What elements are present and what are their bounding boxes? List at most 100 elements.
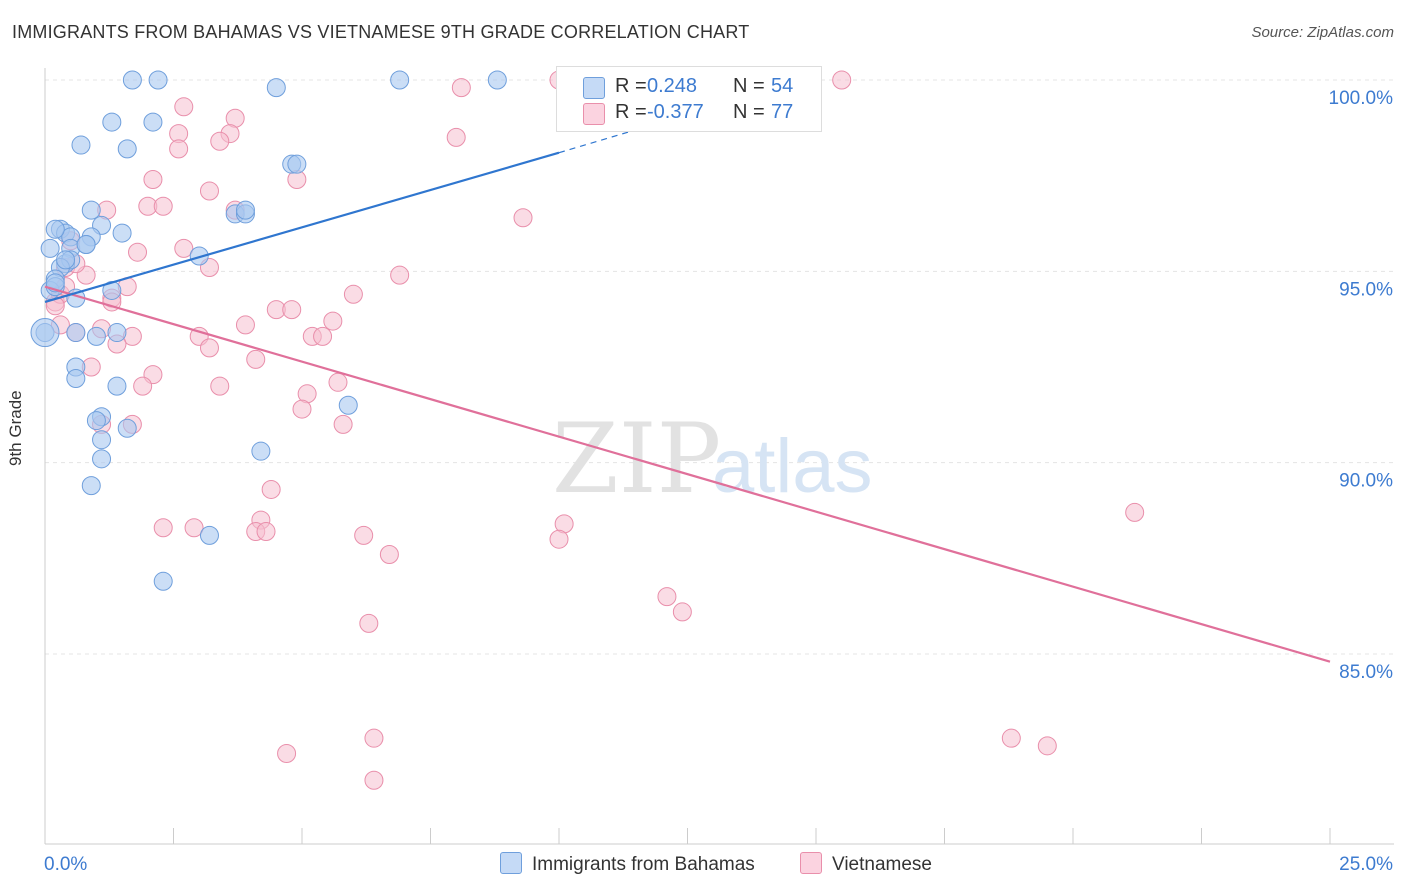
vietnamese-point [359, 613, 379, 633]
vietnamese-point [451, 78, 471, 98]
vietnamese-point [364, 770, 384, 790]
source-credit: Source: ZipAtlas.com [1251, 24, 1394, 41]
stats-legend: R = 0.248 N = 54 R = -0.377 N = 77 [556, 66, 822, 132]
bahamas-point [143, 112, 163, 132]
bahamas-trendline [44, 151, 560, 304]
bahamas-point [86, 326, 106, 346]
vietnamese-point [153, 196, 173, 216]
legend-r-value: -0.377 [647, 101, 704, 123]
legend-r-label: R = [615, 101, 647, 123]
bahamas-point [338, 395, 358, 415]
vietnamese-point [184, 518, 204, 538]
y-axis-label: 9th Grade [6, 390, 25, 466]
vietnamese-point [133, 376, 153, 396]
bahamas-point [199, 525, 219, 545]
bahamas-point [107, 323, 127, 343]
bahamas-point [45, 219, 65, 239]
bahamas-point [266, 78, 286, 98]
vietnamese-point [174, 238, 194, 258]
bottom-legend-swatch-bahamas [500, 852, 522, 874]
vietnamese-point [277, 743, 297, 763]
bahamas-point [251, 441, 271, 461]
bahamas-point [81, 476, 101, 496]
y-tick-label: 85.0% [1339, 662, 1393, 683]
vietnamese-point [261, 479, 281, 499]
bottom-legend-vietnamese: Vietnamese [800, 852, 932, 876]
legend-r-label: R = [615, 75, 647, 97]
y-tick-label: 95.0% [1339, 279, 1393, 300]
vietnamese-point [379, 545, 399, 565]
vietnamese-point [169, 139, 189, 159]
bottom-legend-bahamas: Immigrants from Bahamas [500, 852, 755, 876]
bahamas-point [117, 418, 137, 438]
watermark-atlas: atlas [712, 424, 873, 509]
vietnamese-point [256, 522, 276, 542]
bottom-legend-swatch-vietnamese [800, 852, 822, 874]
y-tick-label: 100.0% [1329, 88, 1394, 109]
vietnamese-point [657, 587, 677, 607]
vietnamese-point [174, 97, 194, 117]
vietnamese-point [328, 372, 348, 392]
vietnamese-point [246, 349, 266, 369]
bahamas-point [92, 449, 112, 469]
vietnamese-point [672, 602, 692, 622]
vietnamese-point [128, 242, 148, 262]
vietnamese-point [313, 326, 333, 346]
bahamas-point [30, 318, 60, 348]
vietnamese-point [153, 518, 173, 538]
vietnamese-point [513, 208, 533, 228]
legend-n-value: 77 [771, 101, 794, 123]
vietnamese-point [390, 265, 410, 285]
vietnamese-point [343, 284, 363, 304]
vietnamese-point [1001, 728, 1021, 748]
bahamas-point [390, 70, 410, 90]
vietnamese-point [1125, 502, 1145, 522]
x-tick-label: 0.0% [44, 854, 87, 875]
vietnamese-point [292, 399, 312, 419]
axes [44, 68, 1394, 845]
legend-swatch-bahamas [583, 77, 605, 99]
bahamas-point [40, 238, 60, 258]
watermark: ZIP atlas [552, 403, 873, 515]
vietnamese-point [333, 414, 353, 434]
bahamas-point [76, 235, 96, 255]
chart-title: IMMIGRANTS FROM BAHAMAS VS VIETNAMESE 9T… [12, 22, 750, 42]
series-bahamas [30, 70, 507, 591]
bottom-legend-label-bahamas: Immigrants from Bahamas [532, 854, 755, 875]
bahamas-point [102, 112, 122, 132]
vietnamese-point [235, 315, 255, 335]
legend-n-label: N = [733, 75, 765, 97]
vietnamese-point [446, 127, 466, 147]
vietnamese-point [832, 70, 852, 90]
legend-swatch-vietnamese [583, 103, 605, 125]
vietnamese-point [282, 300, 302, 320]
vietnamese-trendline [44, 285, 1331, 663]
vietnamese-point [210, 131, 230, 151]
vietnamese-point [210, 376, 230, 396]
tick-labels: 85.0% 90.0% 95.0% 100.0% 0.0% 25.0% [44, 88, 1393, 875]
bahamas-point [287, 154, 307, 174]
legend-n-label: N = [733, 101, 765, 123]
bahamas-point [66, 323, 86, 343]
bahamas-point [487, 70, 507, 90]
vietnamese-point [199, 338, 219, 358]
x-tick-label: 25.0% [1339, 854, 1393, 875]
vietnamese-point [143, 169, 163, 189]
vietnamese-point [1037, 736, 1057, 756]
bahamas-point [92, 430, 112, 450]
bahamas-point [107, 376, 127, 396]
bottom-legend-label-vietnamese: Vietnamese [832, 854, 932, 875]
vietnamese-point [354, 525, 374, 545]
bahamas-point [66, 368, 86, 388]
bahamas-point [112, 223, 132, 243]
bahamas-point [235, 200, 255, 220]
bahamas-point [148, 70, 168, 90]
y-tick-label: 90.0% [1339, 471, 1393, 492]
bahamas-point [122, 70, 142, 90]
vietnamese-point [549, 529, 569, 549]
legend-r-value: 0.248 [647, 75, 698, 97]
bahamas-point [117, 139, 137, 159]
vietnamese-point [364, 728, 384, 748]
bahamas-point [71, 135, 91, 155]
